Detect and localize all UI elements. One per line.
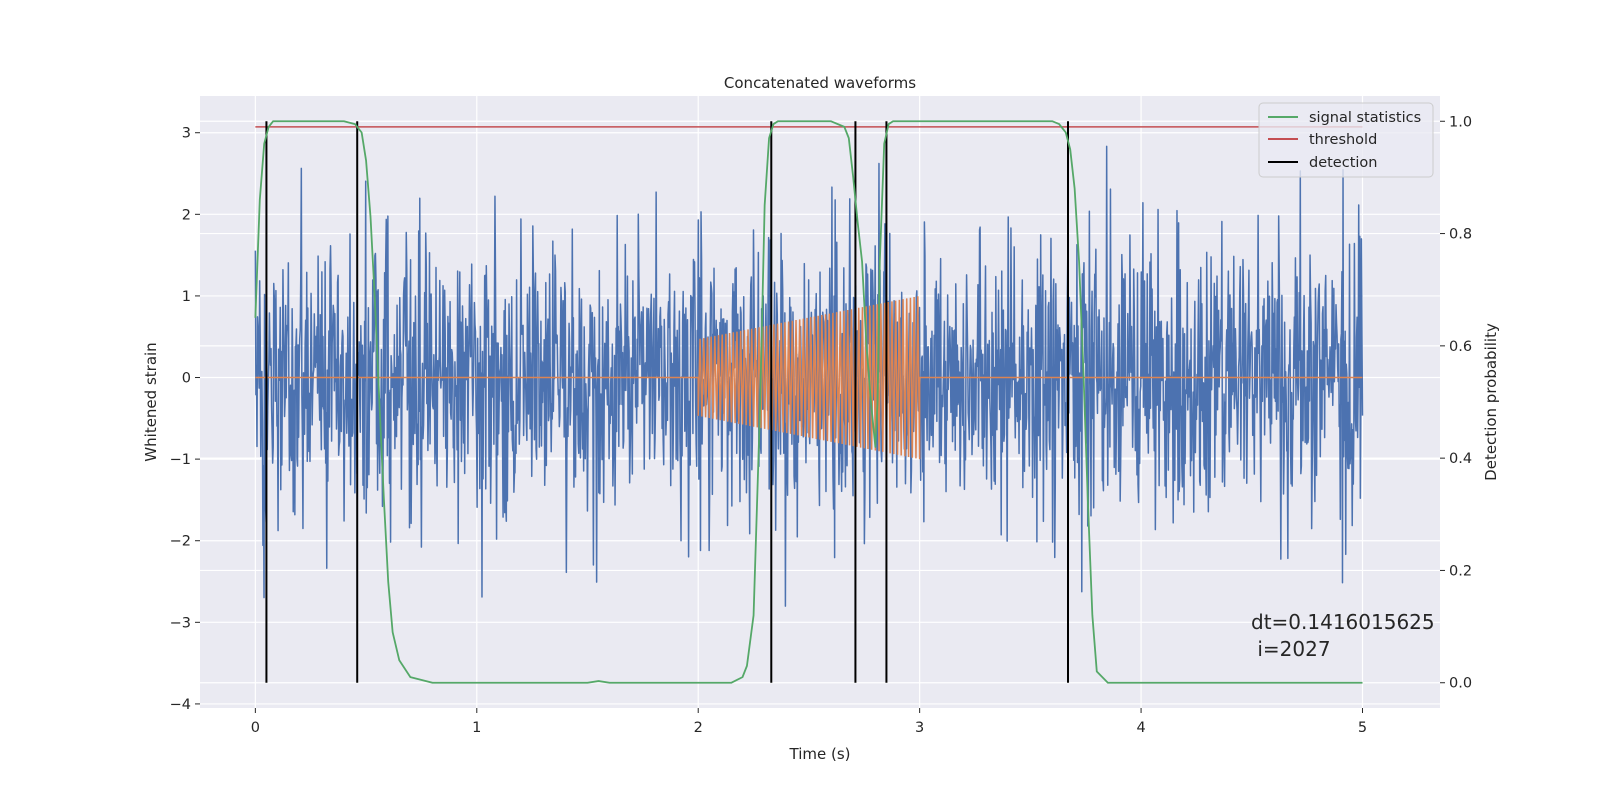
legend-label-threshold: threshold <box>1309 132 1377 148</box>
y2-tick-label: 0.4 <box>1449 451 1472 467</box>
y2-tick-label: 0.2 <box>1449 563 1472 579</box>
legend-label-signal-statistics: signal statistics <box>1309 110 1421 126</box>
data-layer <box>254 120 1364 684</box>
x-axis-label: Time (s) <box>789 745 851 763</box>
x-tick-label: 3 <box>915 720 924 736</box>
y-tick-label: 0 <box>182 371 191 387</box>
y-tick-label: 2 <box>182 207 191 223</box>
y-tick-label: −1 <box>170 452 191 468</box>
y-tick-label: −4 <box>170 697 191 713</box>
y2-tick-label: 0.8 <box>1449 227 1472 243</box>
legend-label-detection: detection <box>1309 155 1377 171</box>
y-tick-label: 1 <box>182 289 191 305</box>
strain-series-line <box>254 145 1364 607</box>
y2-tick-label: 0.6 <box>1449 339 1472 355</box>
annotation-i: i=2027 <box>1251 637 1331 661</box>
template-series-line <box>255 296 1363 460</box>
y2-axis-label: Detection probability <box>1482 323 1500 481</box>
y-tick-label: 3 <box>182 126 191 142</box>
legend-box <box>1258 102 1434 178</box>
y-axis-label: Whitened strain <box>142 342 160 461</box>
x-tick-label: 2 <box>694 720 703 736</box>
signal-statistics-line <box>254 120 1363 684</box>
y2-tick-label: 0.0 <box>1449 676 1472 692</box>
axis-ticks: 0 1 2 3 4 5 −4 −3 −2 −1 0 1 2 3 0.0 0.2 0.4 0.6 0.8 1.0 <box>170 114 1472 736</box>
chart-title: Concatenated waveforms <box>724 74 916 92</box>
y2-tick-label: 1.0 <box>1449 114 1472 130</box>
x-tick-label: 1 <box>472 720 481 736</box>
x-tick-label: 4 <box>1136 720 1145 736</box>
x-tick-label: 5 <box>1358 720 1367 736</box>
legend: signal statistics threshold detection <box>1258 102 1434 178</box>
y-tick-label: −3 <box>170 615 191 631</box>
y-tick-label: −2 <box>170 534 191 550</box>
annotation-dt: dt=0.1416015625 <box>1251 610 1435 634</box>
x-tick-label: 0 <box>251 720 260 736</box>
